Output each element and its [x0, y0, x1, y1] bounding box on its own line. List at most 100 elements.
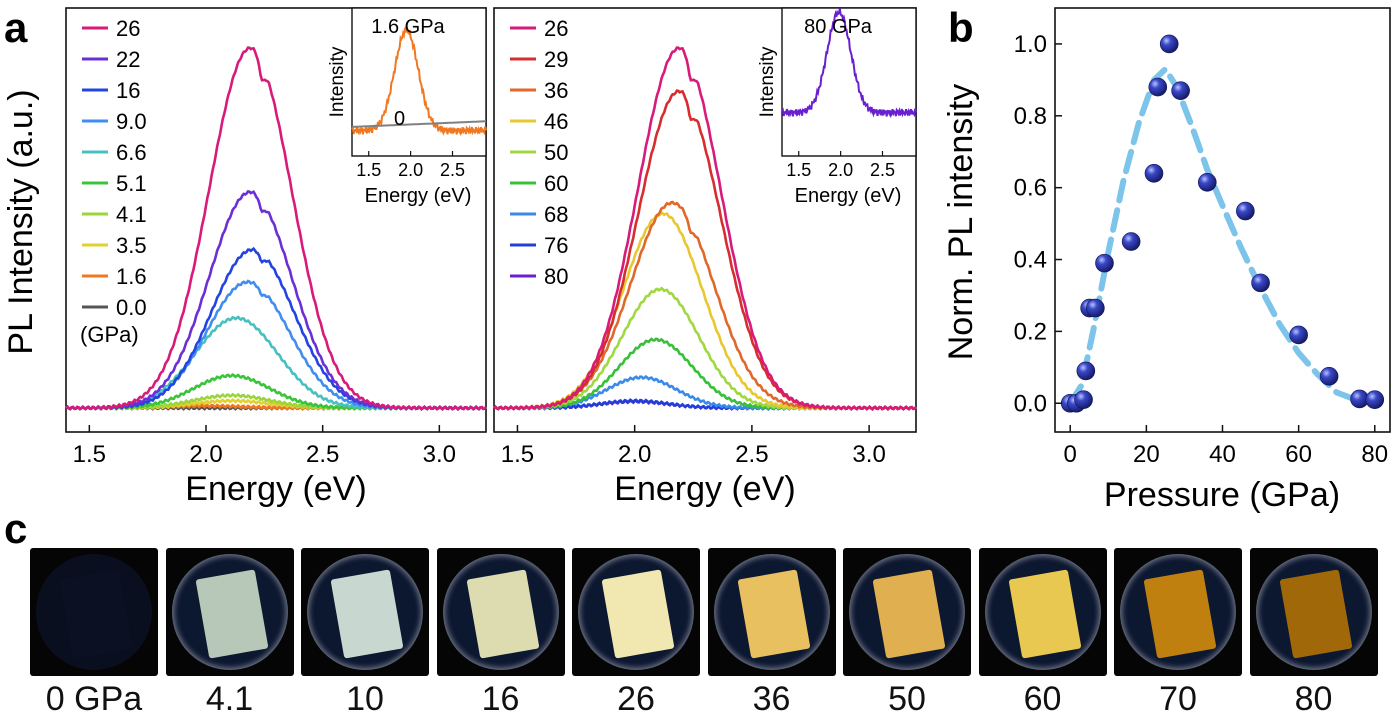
legend-label-6.6: 6.6 [116, 140, 147, 165]
diamond-anvil-cell [1120, 554, 1236, 670]
y-tick-label: 0.4 [1014, 247, 1047, 274]
panel-a-left-frame [65, 7, 487, 433]
legend-label-80: 80 [544, 264, 568, 289]
legend-label-3.5: 3.5 [116, 233, 147, 258]
sample-flake [466, 569, 539, 659]
panel-a-right-xlabel: Energy (eV) [614, 470, 795, 508]
photo-pressure-label: 36 [752, 680, 791, 718]
photo-pressure-label: 80 [1294, 680, 1333, 718]
sample-flake [330, 569, 404, 659]
panel-a-left-xticks: 1.5 2.0 2.5 3.0 [73, 425, 456, 468]
x-tick-label: 2.5 [306, 441, 339, 468]
sample-photo [707, 548, 836, 676]
inset-line-0 [352, 120, 486, 128]
sample-flake [1008, 569, 1081, 659]
legend-label-36: 36 [544, 78, 568, 103]
y-tick-label: 0.2 [1014, 318, 1047, 345]
x-tick-label: 3.0 [423, 441, 456, 468]
panel-b-chart: 0 20 40 60 80 0.0 0.2 0.4 0.6 0.8 1.0 Pressure (G… [942, 7, 1391, 514]
sample-photo [572, 548, 700, 676]
inset-2-curves [781, 8, 917, 119]
photo-pressure-label: 16 [481, 680, 520, 718]
sample-photo [436, 548, 565, 676]
legend-label-68: 68 [544, 202, 568, 227]
panel-b-yticks: 0.0 0.2 0.4 0.6 0.8 1.0 [1014, 31, 1062, 417]
inset-2-xticks: 1.5 2.0 2.5 [786, 151, 895, 180]
x-tick-label: 60 [1285, 441, 1312, 468]
panel-a-ylabel: PL Intensity (a.u.) [2, 89, 40, 354]
sample-flake [737, 569, 810, 659]
panel-a-left-chart: 1.5 2.0 2.5 3.0 Energy (eV) PL Intensity (a… [2, 7, 487, 508]
sample-photo [978, 548, 1107, 676]
legend-label-4.1: 4.1 [116, 202, 147, 227]
panel-letter-b: b [948, 4, 974, 51]
sample-flake [1279, 569, 1352, 659]
data-point [1086, 298, 1105, 318]
panel-a-right-frame [493, 7, 917, 433]
panel-a-right-inset: 80 GPa Intensity 1.5 2.0 2.5 Energy (eV) [757, 7, 917, 207]
inset-1-ylabel: Intensity [327, 46, 348, 117]
x-tick-label: 3.0 [852, 441, 885, 468]
data-point [1365, 390, 1385, 409]
legend-label-46: 46 [544, 109, 568, 134]
panel-b-xticks: 0 20 40 60 80 [1064, 425, 1388, 468]
data-point [1159, 34, 1179, 54]
panel-letter-a: a [4, 4, 28, 51]
photo-strip: 0 GPa 4.1 10 16 26 36 50 60 70 80 [30, 548, 1378, 718]
x-tick-label: 40 [1209, 441, 1236, 468]
data-point [1076, 361, 1096, 381]
inset-line-80-GPa [781, 8, 917, 119]
spectrum-line-26 [65, 46, 487, 411]
legend-label-26: 26 [544, 16, 568, 41]
panel-b-points [1060, 34, 1385, 413]
sample-flake [601, 569, 675, 659]
sample-photo [30, 548, 158, 676]
data-point [1251, 273, 1270, 293]
photo-pressure-label: 4.1 [205, 680, 254, 718]
sample-photo [843, 548, 971, 676]
legend-label-1.6: 1.6 [116, 264, 147, 289]
legend-label-16: 16 [116, 78, 140, 103]
sample-photo [1114, 548, 1242, 676]
diamond-anvil-cell [849, 554, 965, 670]
diamond-anvil-cell [1255, 554, 1372, 670]
inset-2-xlabel: Energy (eV) [795, 185, 902, 207]
x-tick-label: 80 [1361, 441, 1388, 468]
data-point [1144, 163, 1164, 183]
photo-pressure-label: 50 [888, 680, 926, 718]
x-tick-label: 1.5 [73, 441, 106, 468]
panel-a-right-curves [493, 46, 917, 411]
photo-pressure-label: 70 [1159, 680, 1197, 718]
diamond-anvil-cell [307, 554, 423, 670]
legend-label-0.0: 0.0 [116, 295, 147, 320]
data-point [1289, 325, 1308, 345]
inset-2-ylabel: Intensity [757, 46, 778, 117]
sample-flake [1143, 569, 1217, 659]
inset-1-title: 1.6 GPa [371, 16, 445, 38]
inset-tick-label: 2.0 [398, 160, 423, 180]
legend-label-22: 22 [116, 47, 140, 72]
fit-dashed-line [1067, 66, 1378, 407]
inset-1-xticks: 1.5 2.0 2.5 [356, 151, 465, 180]
sample-photo [165, 548, 294, 676]
inset-tick-label: 2.0 [828, 160, 853, 180]
data-point [1197, 172, 1217, 192]
panel-a-left-legend: 26 22 16 9.0 6.6 5.1 4.1 3.5 1.6 0.0 [82, 16, 147, 320]
sample-photo [301, 548, 429, 676]
x-tick-label: 2.0 [618, 441, 651, 468]
inset-tick-label: 1.5 [356, 160, 381, 180]
data-point [1236, 201, 1255, 221]
photo-pressure-label: 10 [346, 680, 384, 718]
data-point [1121, 232, 1141, 251]
data-point [1319, 367, 1339, 386]
panel-a-left-legend-title: (GPa) [80, 322, 139, 347]
diamond-anvil-cell [713, 554, 830, 670]
y-tick-label: 0.6 [1014, 175, 1047, 202]
data-point [1171, 81, 1190, 100]
panel-b-ylabel: Norm. PL intensity [942, 84, 980, 361]
x-tick-label: 2.5 [735, 441, 768, 468]
panel-a-left-xlabel: Energy (eV) [185, 470, 366, 508]
legend-label-50: 50 [544, 140, 568, 165]
x-tick-label: 1.5 [501, 441, 534, 468]
